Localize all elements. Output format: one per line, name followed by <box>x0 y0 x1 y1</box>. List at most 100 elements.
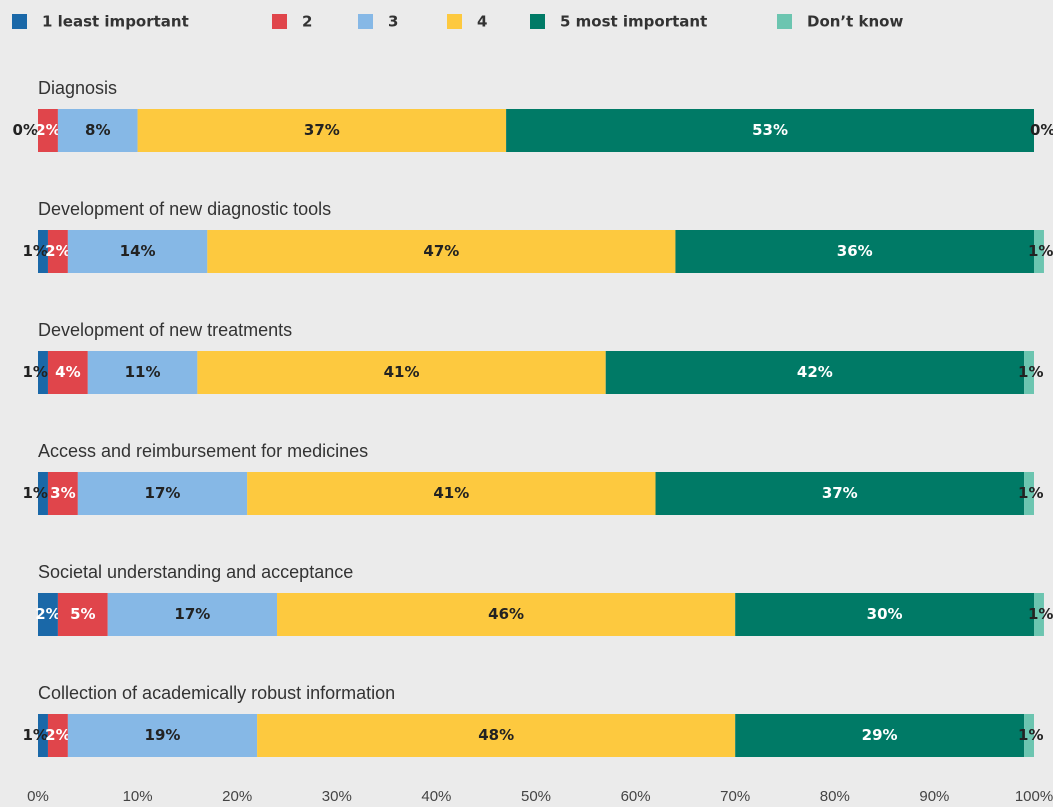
value-label: 29% <box>862 726 898 744</box>
value-label: 1% <box>22 484 47 502</box>
bar-segment <box>67 714 258 757</box>
category-label: Development of new diagnostic tools <box>38 199 331 219</box>
legend-swatch <box>272 14 287 29</box>
value-label: 2% <box>45 242 70 260</box>
category-label: Collection of academically robust inform… <box>38 683 395 703</box>
bar-segment <box>1024 472 1034 515</box>
category-label: Diagnosis <box>38 78 117 98</box>
bar-segment <box>47 714 68 757</box>
value-label: 2% <box>35 121 60 139</box>
value-label: 1% <box>22 242 47 260</box>
legend-label: 4 <box>477 13 487 31</box>
x-tick-label: 100% <box>1015 788 1053 805</box>
bar-segment <box>38 593 58 636</box>
value-label: 37% <box>822 484 858 502</box>
value-label: 3% <box>50 484 75 502</box>
x-tick-label: 20% <box>222 788 252 805</box>
x-tick-label: 60% <box>621 788 651 805</box>
value-label: 5% <box>70 605 95 623</box>
bar-segment <box>38 472 48 515</box>
x-tick-label: 0% <box>27 788 49 805</box>
value-label: 36% <box>837 242 873 260</box>
x-tick-label: 90% <box>919 788 949 805</box>
bar-segment <box>1034 230 1044 273</box>
x-tick-label: 40% <box>421 788 451 805</box>
category-label: Access and reimbursement for medicines <box>38 441 368 461</box>
value-label: 2% <box>45 726 70 744</box>
bar-segment <box>197 351 606 394</box>
bar-segment <box>67 230 208 273</box>
value-label: 4% <box>55 363 80 381</box>
value-label: 1% <box>1018 484 1043 502</box>
x-tick-label: 30% <box>322 788 352 805</box>
value-label: 17% <box>174 605 210 623</box>
bar-segment <box>47 351 88 394</box>
value-label: 46% <box>488 605 524 623</box>
legend-swatch <box>447 14 462 29</box>
x-tick-label: 50% <box>521 788 551 805</box>
bar-segment <box>257 714 736 757</box>
value-label: 1% <box>22 726 47 744</box>
value-label: 41% <box>433 484 469 502</box>
bar-segment <box>57 593 108 636</box>
legend-swatch <box>777 14 792 29</box>
value-label: 17% <box>145 484 181 502</box>
value-label: 37% <box>304 121 340 139</box>
x-tick-label: 10% <box>123 788 153 805</box>
x-tick-label: 80% <box>820 788 850 805</box>
bar-segment <box>1024 714 1034 757</box>
legend-label: 3 <box>388 13 398 31</box>
category-label: Development of new treatments <box>38 320 292 340</box>
category-label: Societal understanding and acceptance <box>38 562 353 582</box>
bar-segment <box>87 351 198 394</box>
value-label: 41% <box>384 363 420 381</box>
legend-swatch <box>12 14 27 29</box>
bar-segment <box>57 109 138 152</box>
bar-segment <box>655 472 1025 515</box>
value-label: 14% <box>120 242 156 260</box>
bar-segment <box>38 230 48 273</box>
value-label: 1% <box>22 363 47 381</box>
value-label: 2% <box>35 605 60 623</box>
x-tick-label: 70% <box>720 788 750 805</box>
value-label: 53% <box>752 121 788 139</box>
value-label: 19% <box>145 726 181 744</box>
value-label: 47% <box>423 242 459 260</box>
value-label: 8% <box>85 121 110 139</box>
value-label: 1% <box>1018 726 1043 744</box>
bar-segment <box>77 472 248 515</box>
bar-segment <box>1034 593 1044 636</box>
value-label: 1% <box>1028 242 1053 260</box>
value-label: 48% <box>478 726 514 744</box>
bar-segment <box>38 714 48 757</box>
bar-segment <box>247 472 656 515</box>
bar-segment <box>506 109 1034 152</box>
bar-segment <box>735 714 1025 757</box>
bar-segment <box>137 109 507 152</box>
value-label: 11% <box>125 363 161 381</box>
bar-segment <box>38 351 48 394</box>
bar-segment <box>107 593 278 636</box>
value-label: 0% <box>13 121 38 139</box>
bar-segment <box>47 472 78 515</box>
bar-segment <box>38 109 58 152</box>
bar-segment <box>277 593 736 636</box>
bar-segment <box>675 230 1034 273</box>
legend-label: 2 <box>302 13 312 31</box>
bar-segment <box>605 351 1025 394</box>
legend-swatch <box>530 14 545 29</box>
legend-label: 1 least important <box>42 13 189 31</box>
bar-segment <box>735 593 1034 636</box>
value-label: 0% <box>1030 121 1053 139</box>
bar-segment <box>47 230 68 273</box>
value-label: 1% <box>1018 363 1043 381</box>
legend-label: Don’t know <box>807 13 903 31</box>
bar-segment <box>1024 351 1034 394</box>
bar-segment <box>207 230 676 273</box>
value-label: 1% <box>1028 605 1053 623</box>
legend-swatch <box>358 14 373 29</box>
legend-label: 5 most important <box>560 13 707 31</box>
value-label: 42% <box>797 363 833 381</box>
value-label: 30% <box>867 605 903 623</box>
